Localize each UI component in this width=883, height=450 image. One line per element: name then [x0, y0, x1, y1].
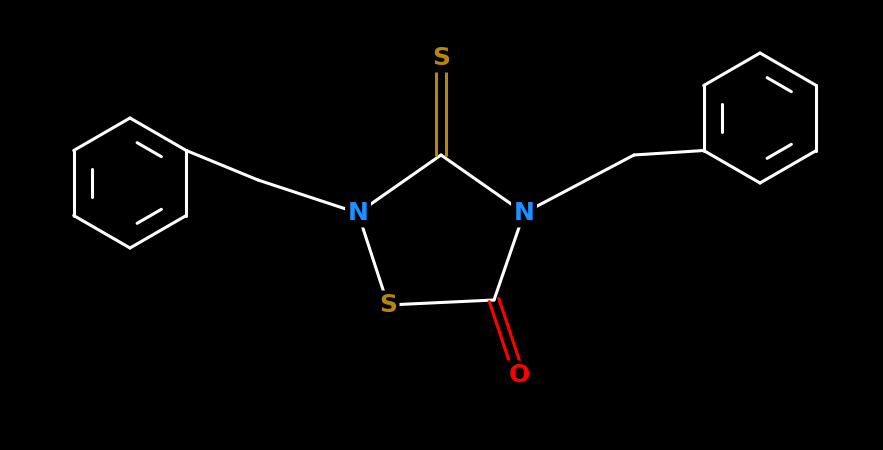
- Text: S: S: [432, 46, 450, 70]
- Text: N: N: [348, 201, 368, 225]
- Text: N: N: [514, 201, 534, 225]
- Text: S: S: [379, 293, 397, 317]
- Text: O: O: [509, 363, 530, 387]
